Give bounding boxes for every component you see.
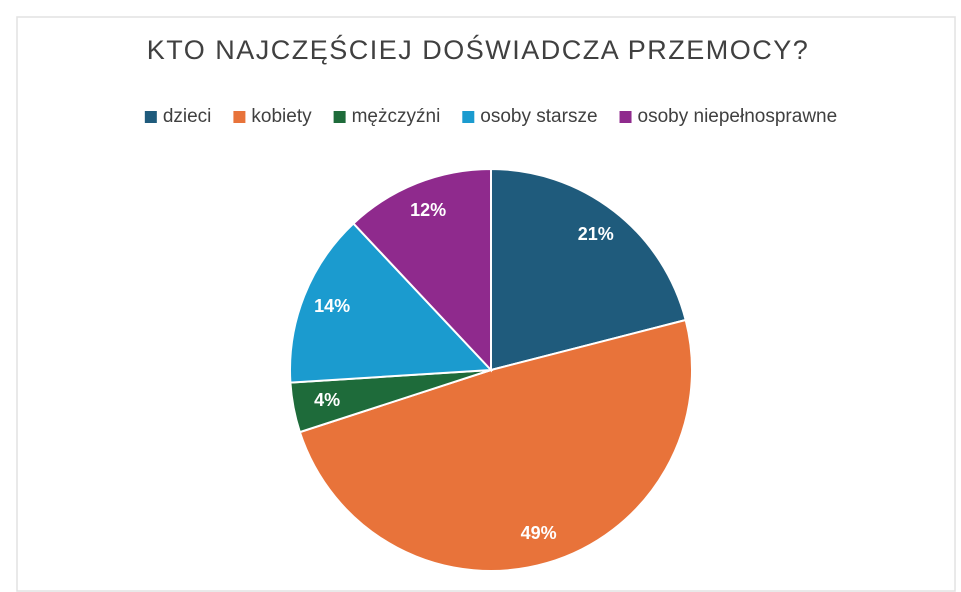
legend-swatch	[619, 111, 632, 123]
data-label: 14%	[314, 296, 350, 316]
pie-slice	[289, 222, 494, 384]
pie-slice	[351, 167, 492, 373]
data-label: 4%	[314, 390, 340, 410]
legend-label: dzieci	[163, 106, 212, 127]
legend-swatch	[233, 111, 246, 123]
legend-label: osoby starsze	[480, 106, 597, 127]
legend-swatch	[462, 111, 475, 123]
legend-label: kobiety	[251, 106, 312, 127]
legend-label: mężczyźni	[352, 106, 441, 127]
legend-swatch	[333, 111, 346, 123]
pie-slice	[490, 167, 687, 372]
data-label: 12%	[410, 200, 446, 220]
data-label: 49%	[521, 523, 557, 543]
legend-swatch	[144, 111, 157, 123]
data-label: 21%	[578, 224, 614, 244]
legend-label: osoby niepełnosprawne	[638, 106, 838, 127]
chart-title: KTO NAJCZĘŚCIEJ DOŚWIADCZA PRZEMOCY?	[147, 33, 810, 65]
pie-slice	[298, 318, 693, 572]
